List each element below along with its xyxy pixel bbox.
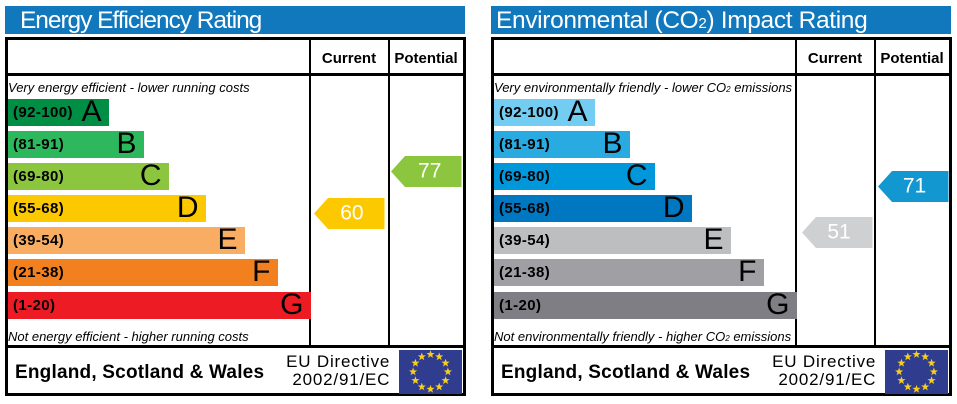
svg-text:60: 60 <box>340 201 363 224</box>
svg-text:51: 51 <box>827 220 850 243</box>
svg-text:71: 71 <box>902 174 925 197</box>
svg-text:77: 77 <box>418 159 441 182</box>
